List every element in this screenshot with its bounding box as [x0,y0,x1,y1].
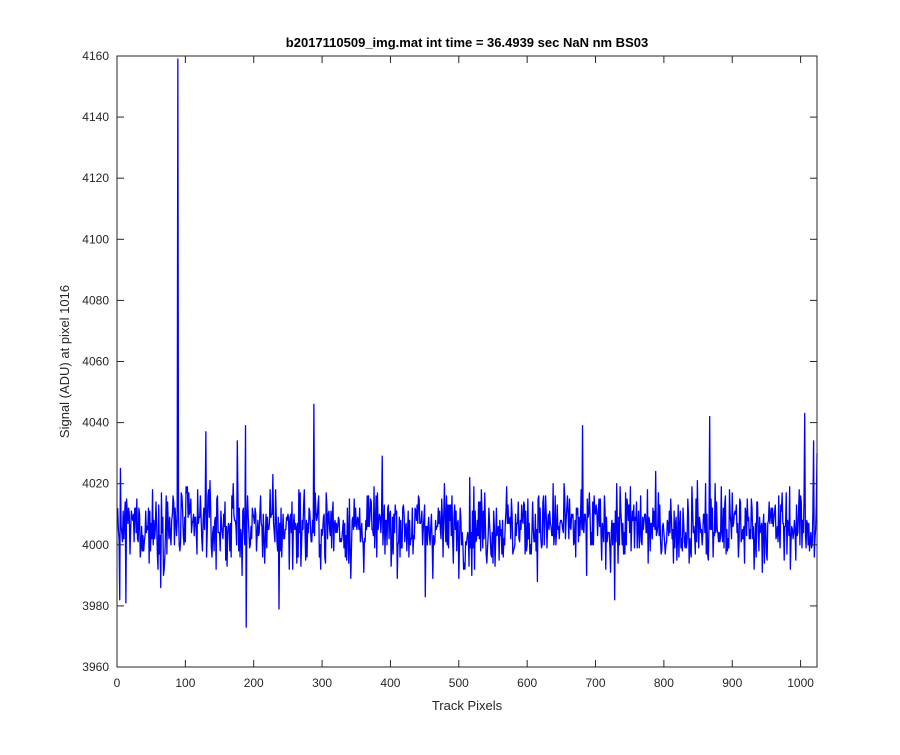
y-tick-label: 4080 [82,293,109,307]
x-tick-label: 600 [517,676,537,690]
x-tick-label: 100 [175,676,195,690]
x-tick-label: 700 [586,676,606,690]
x-tick-label: 200 [244,676,264,690]
axis-ticks: 0 100 200 300 400 500 600 700 800 900 1000 3960 3980… [82,49,817,690]
x-tick-label: 1000 [787,676,814,690]
series-line [117,58,818,628]
x-axis-label: Track Pixels [432,698,503,713]
y-tick-label: 4020 [82,477,109,491]
x-tick-label: 900 [722,676,742,690]
chart-title: b2017110509_img.mat int time = 36.4939 s… [286,35,648,50]
y-tick-label: 4160 [82,49,109,63]
y-tick-label: 4040 [82,416,109,430]
y-axis-label: Signal (ADU) at pixel 1016 [57,285,72,438]
x-tick-label: 0 [114,676,121,690]
y-tick-label: 4120 [82,171,109,185]
y-tick-label: 4000 [82,538,109,552]
y-tick-label: 4060 [82,355,109,369]
x-tick-label: 300 [312,676,332,690]
x-tick-label: 500 [449,676,469,690]
y-tick-label: 3980 [82,599,109,613]
axes-box [116,55,818,668]
x-tick-label: 400 [380,676,400,690]
x-tick-label: 800 [654,676,674,690]
plot-lines [117,58,818,628]
y-tick-label: 3960 [82,660,109,674]
y-tick-label: 4100 [82,232,109,246]
y-tick-label: 4140 [82,110,109,124]
